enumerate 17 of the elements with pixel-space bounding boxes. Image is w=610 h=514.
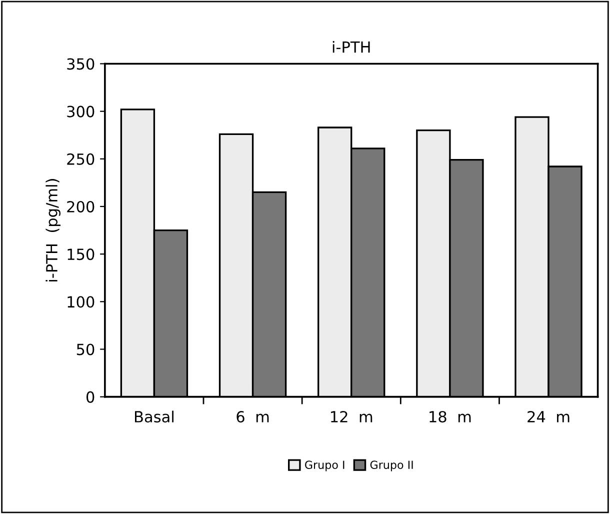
legend-label: Grupo I bbox=[305, 460, 344, 472]
y-tick-label: 350 bbox=[67, 58, 94, 70]
y-tick-label: 200 bbox=[67, 200, 94, 213]
y-tick-label: 300 bbox=[67, 106, 94, 118]
y-tick-label: 100 bbox=[68, 296, 94, 308]
y-tick-label: 50 bbox=[76, 344, 94, 356]
y-tick-label: 150 bbox=[68, 248, 94, 260]
x-tick-label: 12 m bbox=[331, 410, 372, 422]
y-axis-title: i-PTH (pg/ml) bbox=[46, 179, 60, 282]
x-tick-label: 18 m bbox=[430, 410, 471, 423]
x-tick-label: Basal bbox=[135, 410, 174, 423]
x-tick-label: 24 m bbox=[528, 410, 570, 422]
y-tick-label: 0 bbox=[86, 391, 94, 403]
y-tick-label: 250 bbox=[67, 153, 94, 165]
x-tick-label: 6 m bbox=[236, 410, 269, 423]
chart-title: i-PTH bbox=[332, 41, 370, 53]
legend-label: Grupo II bbox=[370, 460, 413, 472]
